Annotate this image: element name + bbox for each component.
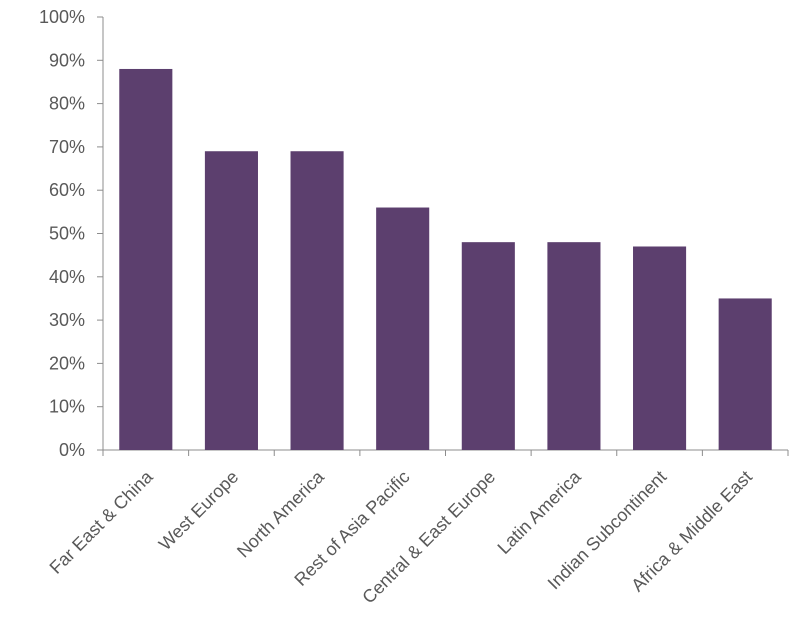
y-tick-label: 0% [59, 440, 85, 460]
y-tick-label: 40% [49, 267, 85, 287]
y-tick-label: 30% [49, 310, 85, 330]
bar [204, 151, 258, 451]
bar [461, 242, 515, 450]
x-axis [102, 449, 789, 456]
bar [547, 242, 601, 450]
y-tick-label: 60% [49, 180, 85, 200]
bars [119, 68, 772, 451]
bar [718, 298, 772, 450]
bar [376, 207, 430, 450]
bar [290, 151, 344, 451]
y-tick-label: 20% [49, 353, 85, 373]
y-tick-label: 100% [39, 7, 85, 27]
bar [119, 68, 173, 451]
y-tick-label: 70% [49, 137, 85, 157]
category-label: Far East & China [46, 466, 158, 578]
y-tick-label: 90% [49, 50, 85, 70]
category-label: North America [233, 466, 328, 561]
y-tick-label: 50% [49, 224, 85, 244]
category-label: West Europe [155, 467, 242, 554]
y-axis: 0% 10% 20% 30% 40% 50% 60% 70% 80% 90% 100% [39, 7, 104, 460]
y-tick-label: 80% [49, 94, 85, 114]
category-label: Latin America [494, 466, 586, 558]
bar [633, 246, 687, 450]
y-tick-label: 10% [49, 397, 85, 417]
